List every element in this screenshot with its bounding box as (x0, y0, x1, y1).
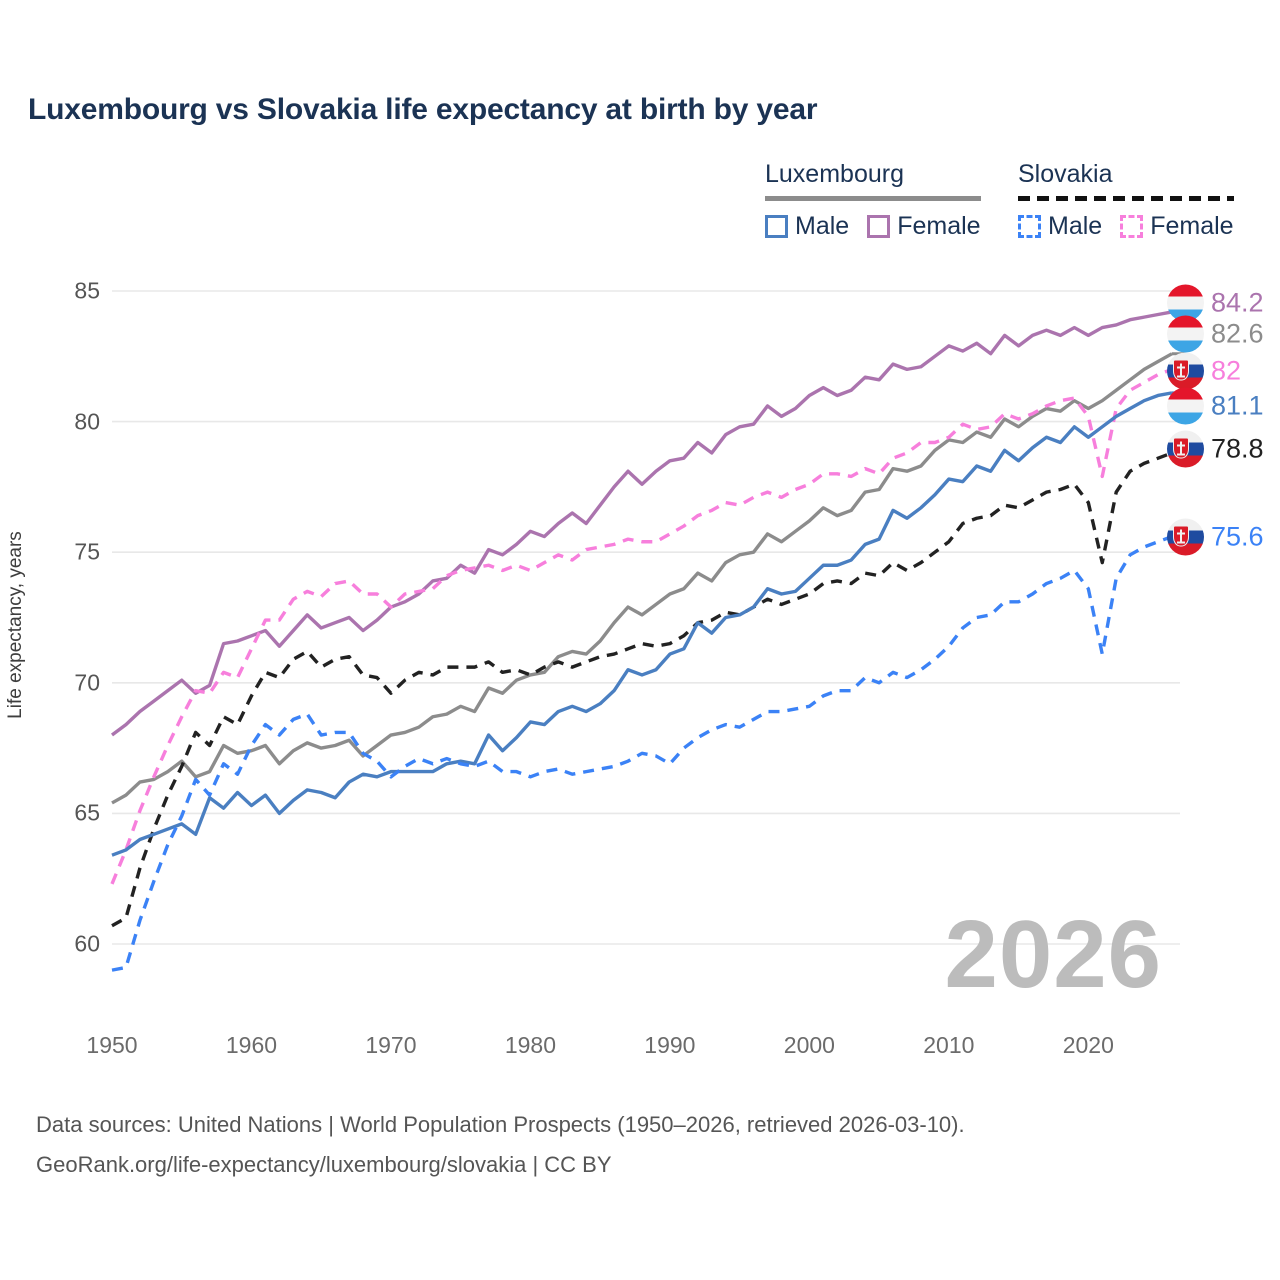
swatch-slovakia-male (1018, 215, 1041, 238)
y-tick-label: 60 (74, 930, 100, 957)
end-label-82: 82 (1167, 352, 1242, 390)
x-tick-label: 2010 (923, 1032, 975, 1058)
legend-item-luxembourg-female[interactable]: Female (867, 212, 981, 241)
end-label-82-6: 82.6 (1167, 315, 1264, 353)
swatch-slovakia-female (1120, 215, 1144, 238)
x-tick-label: 1950 (86, 1032, 138, 1058)
series-line (111, 391, 1173, 857)
footer: Data sources: United Nations | World Pop… (36, 1105, 965, 1185)
end-label-value: 81.1 (1211, 390, 1264, 421)
slovakia-flag-icon (1167, 518, 1204, 556)
legend-label-luxembourg-male: Male (795, 212, 850, 240)
luxembourg-flag-icon (1167, 315, 1204, 353)
end-label-75-6: 75.6 (1167, 518, 1264, 556)
y-tick-label: 70 (74, 669, 100, 696)
x-tick-label: 1970 (365, 1032, 417, 1058)
legend-group-luxembourg: Luxembourg Male Female (765, 160, 981, 241)
y-tick-label: 75 (74, 538, 100, 565)
end-label-value: 82.6 (1211, 318, 1264, 349)
end-label-value: 78.8 (1211, 433, 1264, 464)
footer-line-attribution: GeoRank.org/life-expectancy/luxembourg/s… (36, 1152, 612, 1177)
end-label-value: 84.2 (1211, 287, 1264, 318)
luxembourg-flag-icon (1167, 387, 1204, 425)
slovakia-flag-icon (1167, 430, 1204, 468)
end-label-value: 75.6 (1211, 521, 1264, 552)
end-label-value: 82 (1211, 355, 1242, 386)
x-tick-label: 1990 (644, 1032, 696, 1058)
legend-item-luxembourg-male[interactable]: Male (765, 212, 849, 241)
x-tick-label: 1980 (504, 1032, 556, 1058)
page-title: Luxembourg vs Slovakia life expectancy a… (28, 93, 818, 126)
legend-label-luxembourg-female: Female (897, 212, 981, 240)
end-label-78-8: 78.8 (1167, 430, 1264, 468)
legend-rule-slovakia (1018, 196, 1234, 201)
legend-label-slovakia-male: Male (1048, 212, 1103, 240)
year-watermark: 2026 (944, 901, 1162, 1008)
y-tick-label: 65 (74, 799, 100, 826)
y-tick-label: 80 (74, 408, 100, 435)
legend-country-luxembourg: Luxembourg (765, 160, 904, 188)
swatch-luxembourg-female (867, 215, 891, 238)
legend-item-slovakia-male[interactable]: Male (1018, 212, 1102, 241)
legend-label-slovakia-female: Female (1150, 212, 1234, 240)
legend-country-slovakia: Slovakia (1018, 160, 1113, 188)
legend-item-slovakia-female[interactable]: Female (1120, 212, 1234, 241)
legend-rule-luxembourg (765, 196, 981, 201)
y-tick-label: 85 (74, 277, 100, 304)
chart-legend: Luxembourg Male Female Slovakia Male (760, 160, 1260, 240)
legend-group-slovakia: Slovakia Male Female (1018, 160, 1234, 241)
series-line (111, 352, 1173, 805)
x-tick-label: 2000 (783, 1032, 835, 1058)
x-tick-label: 1960 (225, 1032, 278, 1058)
end-label-81-1: 81.1 (1167, 387, 1264, 425)
slovakia-flag-icon (1167, 352, 1204, 390)
x-tick-label: 2020 (1062, 1032, 1114, 1058)
swatch-luxembourg-male (765, 215, 788, 238)
series-line (111, 534, 1173, 972)
series-line (110, 367, 1173, 885)
series-line (111, 451, 1173, 928)
footer-line-sources: Data sources: United Nations | World Pop… (36, 1112, 965, 1137)
series-line (110, 310, 1173, 737)
